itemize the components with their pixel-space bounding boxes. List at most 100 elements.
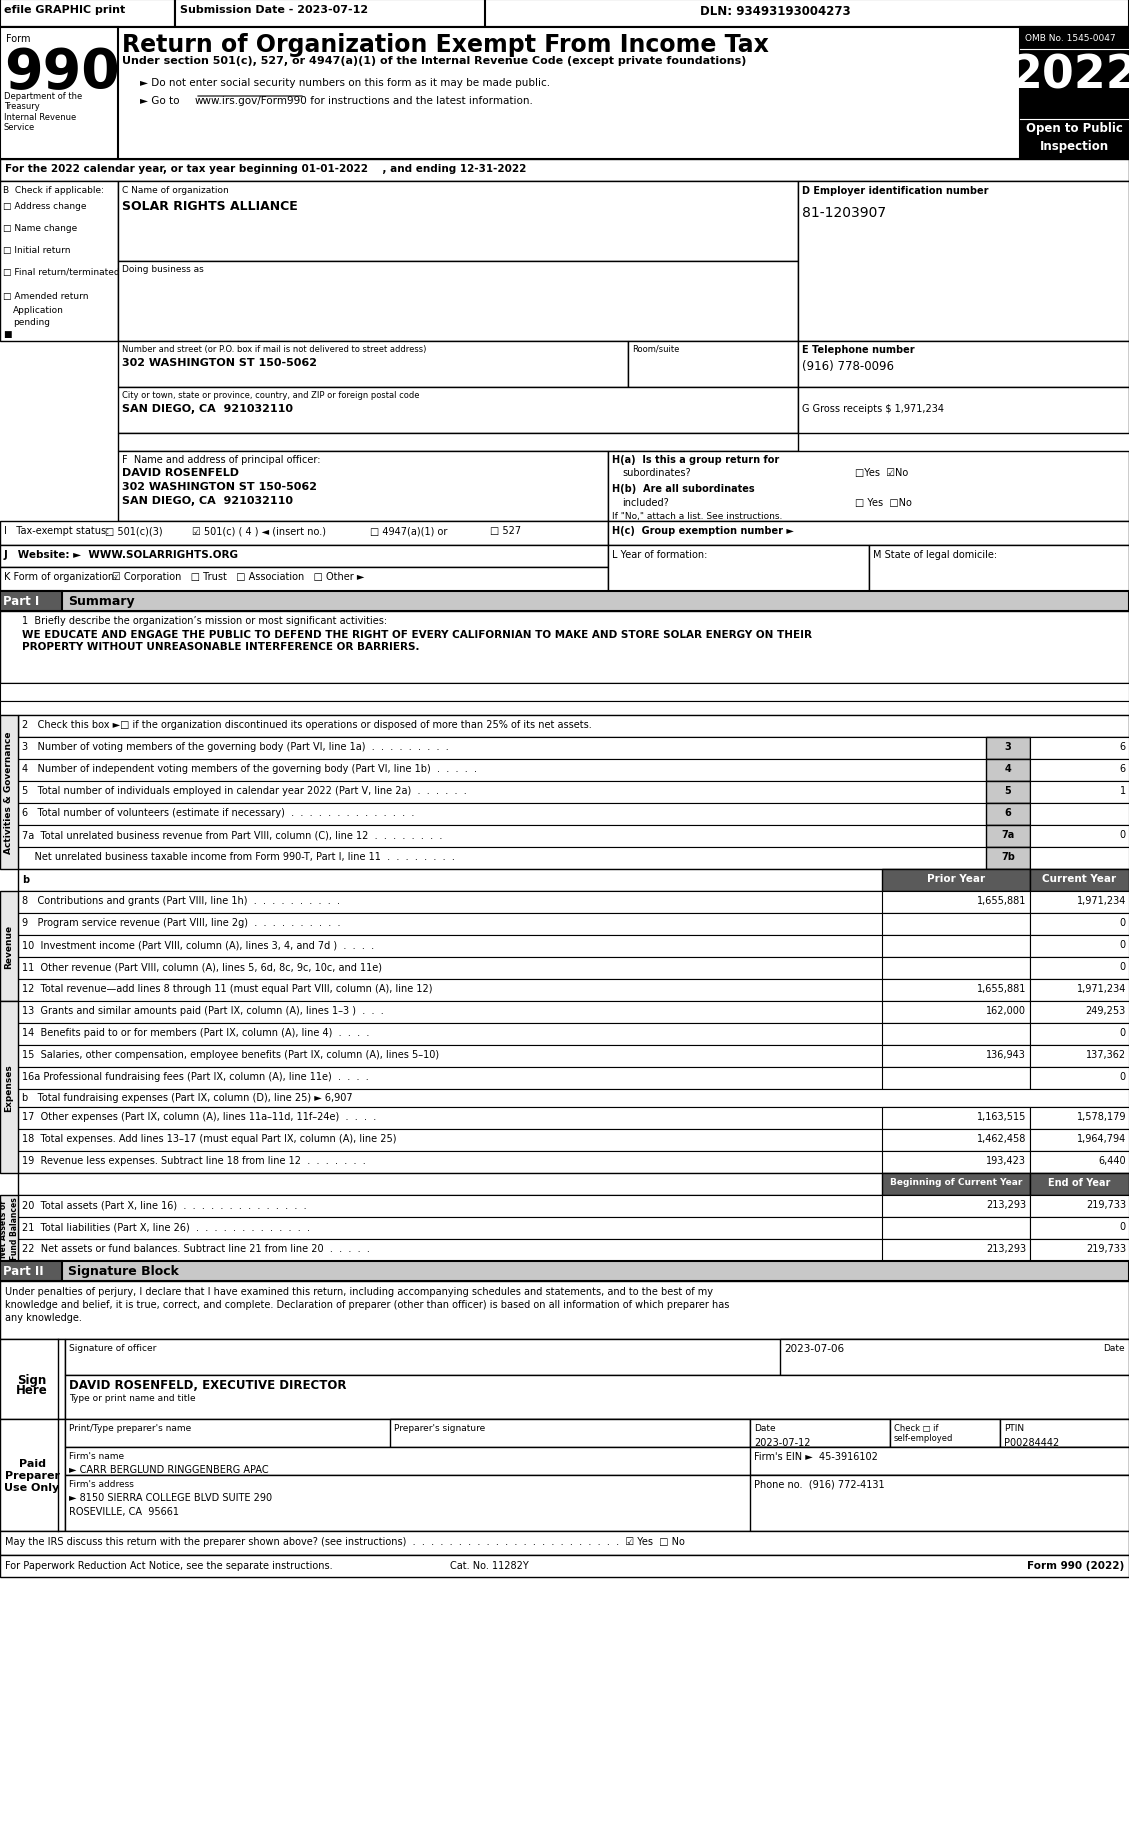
Text: 0: 0 — [1120, 1221, 1126, 1232]
Bar — [18, 1023, 1129, 1045]
Bar — [18, 891, 1129, 913]
Text: Preparer's signature: Preparer's signature — [394, 1424, 485, 1433]
Bar — [18, 759, 1129, 781]
Bar — [65, 1475, 1129, 1532]
Text: □ 501(c)(3): □ 501(c)(3) — [105, 525, 163, 536]
Text: G Gross receipts $ 1,971,234: G Gross receipts $ 1,971,234 — [802, 404, 944, 414]
Bar — [18, 1195, 1129, 1217]
Bar — [609, 452, 1129, 522]
Text: 6: 6 — [1120, 741, 1126, 752]
Text: 1,578,179: 1,578,179 — [1076, 1111, 1126, 1122]
Bar — [0, 1195, 18, 1261]
Text: J   Website: ►  WWW.SOLARRIGHTS.ORG: J Website: ► WWW.SOLARRIGHTS.ORG — [5, 549, 239, 560]
Bar — [986, 737, 1030, 759]
Text: 0: 0 — [1120, 917, 1126, 928]
Bar — [750, 1420, 890, 1448]
Bar — [1030, 869, 1129, 891]
Bar — [0, 567, 609, 591]
Text: 1  Briefly describe the organization’s mission or most significant activities:: 1 Briefly describe the organization’s mi… — [21, 615, 387, 626]
Text: 162,000: 162,000 — [986, 1005, 1026, 1016]
Bar — [882, 935, 1030, 957]
Text: b: b — [21, 875, 29, 884]
Bar — [1019, 27, 1129, 159]
Text: ► Go to: ► Go to — [140, 95, 183, 106]
Text: Check □ if
self-employed: Check □ if self-employed — [894, 1424, 953, 1442]
Text: Firm's EIN ►  45-3916102: Firm's EIN ► 45-3916102 — [754, 1451, 878, 1460]
Text: 5: 5 — [1005, 785, 1012, 796]
Bar — [0, 1261, 62, 1281]
Text: DAVID ROSENFELD, EXECUTIVE DIRECTOR: DAVID ROSENFELD, EXECUTIVE DIRECTOR — [69, 1378, 347, 1391]
Text: H(a)  Is this a group return for: H(a) Is this a group return for — [612, 454, 779, 465]
Bar — [1030, 803, 1129, 825]
Bar — [0, 0, 1129, 27]
Text: Summary: Summary — [68, 595, 134, 608]
Text: Print/Type preparer's name: Print/Type preparer's name — [69, 1424, 191, 1433]
Bar — [1000, 1420, 1129, 1448]
Text: 7b: 7b — [1001, 851, 1015, 862]
Bar — [18, 1001, 1129, 1023]
Bar — [18, 1089, 1129, 1107]
Text: 4   Number of independent voting members of the governing body (Part VI, line 1b: 4 Number of independent voting members o… — [21, 763, 476, 774]
Bar — [0, 1532, 1129, 1556]
Text: Firm's name: Firm's name — [69, 1451, 124, 1460]
Text: If "No," attach a list. See instructions.: If "No," attach a list. See instructions… — [612, 512, 782, 522]
Bar — [798, 181, 1129, 342]
Text: www.irs.gov/Form990: www.irs.gov/Form990 — [195, 95, 308, 106]
Bar — [798, 388, 1129, 434]
Text: 1,655,881: 1,655,881 — [977, 895, 1026, 906]
Text: Part II: Part II — [3, 1265, 44, 1277]
Text: Type or print name and title: Type or print name and title — [69, 1393, 195, 1402]
Bar — [0, 701, 1129, 716]
Bar — [65, 1376, 1129, 1420]
Text: ► CARR BERGLUND RINGGENBERG APAC: ► CARR BERGLUND RINGGENBERG APAC — [69, 1464, 269, 1475]
Bar — [18, 1067, 1129, 1089]
Bar — [18, 1151, 1129, 1173]
Text: H(b)  Are all subordinates: H(b) Are all subordinates — [612, 483, 754, 494]
Bar — [18, 1217, 1129, 1239]
Text: SAN DIEGO, CA  921032110: SAN DIEGO, CA 921032110 — [122, 404, 294, 414]
Bar — [18, 737, 1129, 759]
Bar — [882, 1239, 1030, 1261]
Text: 16a Professional fundraising fees (Part IX, column (A), line 11e)  .  .  .  .: 16a Professional fundraising fees (Part … — [21, 1071, 369, 1082]
Text: Current Year: Current Year — [1042, 873, 1117, 884]
Bar — [18, 935, 1129, 957]
Bar — [1030, 825, 1129, 847]
Text: I   Tax-exempt status:: I Tax-exempt status: — [5, 525, 110, 536]
Bar — [0, 891, 18, 1001]
Text: 0: 0 — [1120, 961, 1126, 972]
Text: ► 8150 SIERRA COLLEGE BLVD SUITE 290: ► 8150 SIERRA COLLEGE BLVD SUITE 290 — [69, 1491, 272, 1502]
Text: □ Final return/terminated: □ Final return/terminated — [3, 267, 120, 276]
Bar — [882, 1107, 1030, 1129]
Bar — [1030, 759, 1129, 781]
Bar — [1030, 935, 1129, 957]
Bar — [390, 1420, 750, 1448]
Bar — [1030, 737, 1129, 759]
Text: C Name of organization: C Name of organization — [122, 187, 229, 194]
Text: Here: Here — [16, 1383, 47, 1396]
Text: b   Total fundraising expenses (Part IX, column (D), line 25) ► 6,907: b Total fundraising expenses (Part IX, c… — [21, 1093, 352, 1102]
Bar — [65, 1448, 1129, 1475]
Text: Signature of officer: Signature of officer — [69, 1343, 157, 1352]
Text: Doing business as: Doing business as — [122, 265, 203, 274]
Text: Room/suite: Room/suite — [632, 344, 680, 353]
Bar — [0, 0, 175, 27]
Bar — [882, 1151, 1030, 1173]
Text: 6,440: 6,440 — [1099, 1155, 1126, 1166]
Text: 3: 3 — [1005, 741, 1012, 752]
Bar — [882, 1001, 1030, 1023]
Text: 1,964,794: 1,964,794 — [1077, 1133, 1126, 1144]
Text: 81-1203907: 81-1203907 — [802, 207, 886, 220]
Bar — [65, 1340, 1129, 1376]
Bar — [882, 913, 1030, 935]
Text: 15  Salaries, other compensation, employee benefits (Part IX, column (A), lines : 15 Salaries, other compensation, employe… — [21, 1049, 439, 1060]
Text: 302 WASHINGTON ST 150-5062: 302 WASHINGTON ST 150-5062 — [122, 481, 317, 492]
Text: 302 WASHINGTON ST 150-5062: 302 WASHINGTON ST 150-5062 — [122, 359, 317, 368]
Text: 1,462,458: 1,462,458 — [977, 1133, 1026, 1144]
Text: 9   Program service revenue (Part VIII, line 2g)  .  .  .  .  .  .  .  .  .  .: 9 Program service revenue (Part VIII, li… — [21, 917, 341, 928]
Bar — [1030, 847, 1129, 869]
Text: □ 527: □ 527 — [490, 525, 522, 536]
Bar — [1030, 1217, 1129, 1239]
Bar — [0, 1556, 1129, 1577]
Text: 22  Net assets or fund balances. Subtract line 21 from line 20  .  .  .  .  .: 22 Net assets or fund balances. Subtract… — [21, 1243, 370, 1254]
Text: Sign: Sign — [17, 1372, 46, 1387]
